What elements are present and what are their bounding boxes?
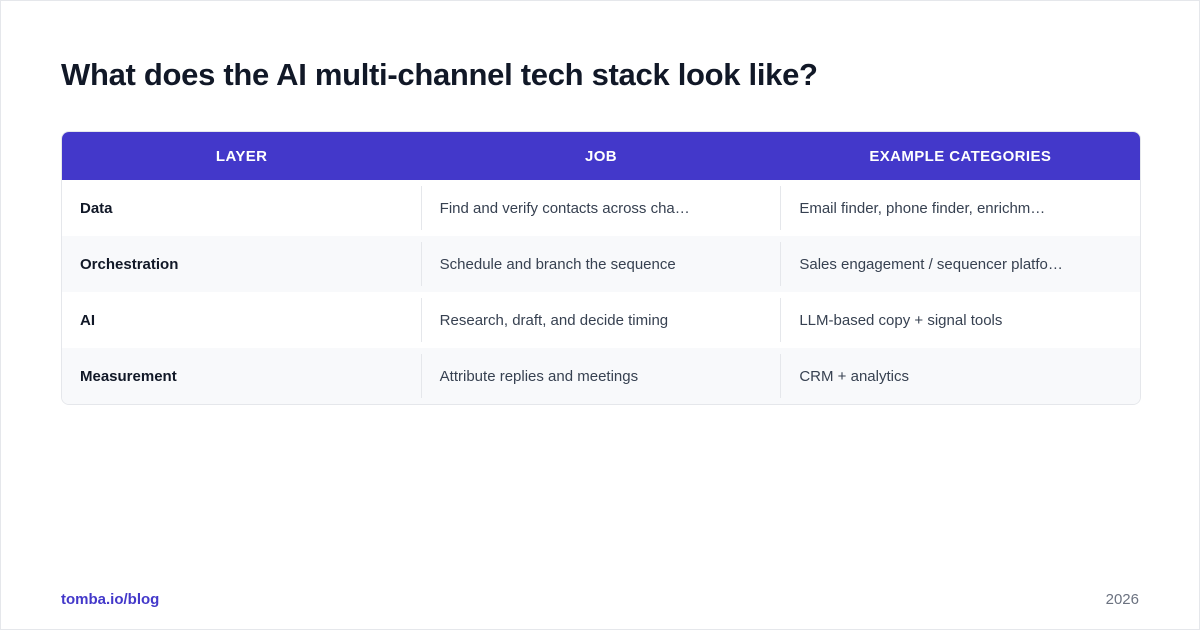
layer-cell: Orchestration xyxy=(80,255,179,273)
examples-cell: CRM + analytics xyxy=(780,354,1140,398)
tech-stack-table: LAYER JOB EXAMPLE CATEGORIES Data Find a… xyxy=(61,131,1141,405)
job-cell: Schedule and branch the sequence xyxy=(420,242,781,286)
table-row: AI Research, draft, and decide timing LL… xyxy=(62,292,1140,348)
layer-cell: Data xyxy=(80,199,113,217)
table-header: LAYER JOB EXAMPLE CATEGORIES xyxy=(62,132,1140,180)
table-row: Orchestration Schedule and branch the se… xyxy=(62,236,1140,292)
table-row: Measurement Attribute replies and meetin… xyxy=(62,348,1140,404)
column-header-example-categories: EXAMPLE CATEGORIES xyxy=(869,147,1052,165)
year-label: 2026 xyxy=(1105,591,1139,608)
examples-cell: LLM-based copy + signal tools xyxy=(780,298,1140,342)
job-cell: Attribute replies and meetings xyxy=(420,354,781,398)
examples-cell: Sales engagement / sequencer platfo… xyxy=(780,242,1140,286)
column-header-layer: LAYER xyxy=(215,147,268,165)
table-row: Data Find and verify contacts across cha… xyxy=(62,180,1140,236)
job-cell: Find and verify contacts across cha… xyxy=(420,186,781,230)
examples-cell: Email finder, phone finder, enrichm… xyxy=(780,186,1140,230)
layer-cell: AI xyxy=(80,311,95,329)
column-header-job: JOB xyxy=(584,147,618,165)
page-title: What does the AI multi-channel tech stac… xyxy=(61,57,818,92)
source-link[interactable]: tomba.io/blog xyxy=(61,591,160,608)
layer-cell: Measurement xyxy=(80,367,177,385)
job-cell: Research, draft, and decide timing xyxy=(420,298,781,342)
